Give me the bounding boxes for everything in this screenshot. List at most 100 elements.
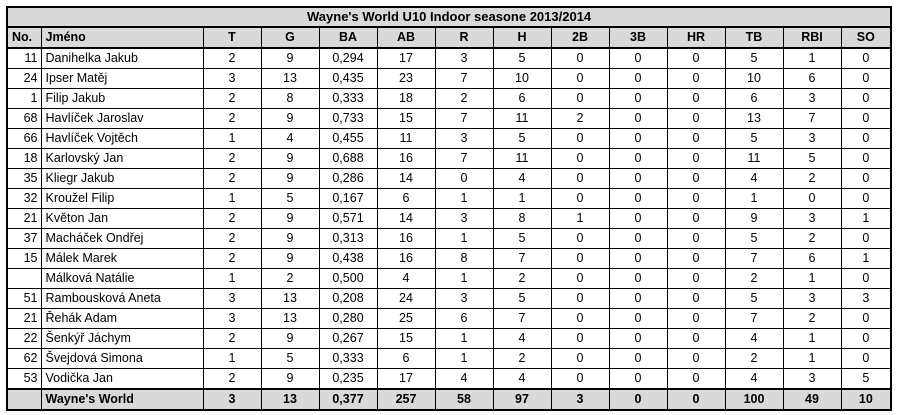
player-number [6, 268, 42, 289]
table-row: 66 Havlíček Vojtěch 1 4 0,455 11 3 5 0 0 0 5 3 0 [6, 128, 892, 149]
stat-cell: 15 [376, 328, 436, 349]
player-number: 11 [6, 47, 42, 69]
player-name: Karlovský Jan [40, 148, 204, 169]
player-name: Kroužel Filip [40, 188, 204, 209]
stat-cell: 0 [666, 128, 726, 149]
player-name: Kliegr Jakub [40, 168, 204, 189]
stat-cell: 0 [608, 368, 668, 390]
stat-cell: 0 [666, 388, 726, 411]
table-row: 22 Šenkýř Jáchym 2 9 0,267 15 1 4 0 0 0 4 1 0 [6, 328, 892, 349]
stat-cell: 0,571 [318, 208, 378, 229]
stat-cell: 0 [550, 88, 610, 109]
player-number: 21 [6, 208, 42, 229]
stat-cell: 97 [492, 388, 552, 411]
stat-cell: 9 [260, 168, 320, 189]
stat-cell: 0 [840, 228, 892, 249]
stat-cell: 0 [608, 168, 668, 189]
stat-cell: 0 [666, 368, 726, 390]
stat-cell: 0 [840, 328, 892, 349]
stat-cell: 1 [434, 268, 494, 289]
column-header: HR [666, 26, 726, 49]
stat-cell: 5 [260, 188, 320, 209]
stat-cell: 9 [260, 228, 320, 249]
stat-cell: 6 [724, 88, 784, 109]
stat-cell: 0 [550, 188, 610, 209]
column-header: SO [840, 26, 892, 49]
stat-cell: 0 [666, 328, 726, 349]
stat-cell: 0 [840, 47, 892, 69]
header-row: No. Jméno T G BA AB R H 2B 3B HR TB RBI SO [6, 26, 892, 49]
stat-cell: 0 [608, 188, 668, 209]
stats-sheet: Wayne's World U10 Indoor seasone 2013/20… [5, 6, 893, 411]
stat-cell: 5 [782, 148, 842, 169]
stat-cell: 10 [840, 388, 892, 411]
player-number: 1 [6, 88, 42, 109]
stat-cell: 0 [608, 148, 668, 169]
stat-cell: 0 [550, 47, 610, 69]
column-header: R [434, 26, 494, 49]
stat-cell: 7 [434, 108, 494, 129]
stat-cell: 3 [202, 288, 262, 309]
stat-cell: 0 [840, 348, 892, 369]
player-name: Šenkýř Jáchym [40, 328, 204, 349]
stat-cell: 3 [202, 308, 262, 329]
stat-cell: 257 [376, 388, 436, 411]
stat-cell: 1 [782, 348, 842, 369]
stat-cell: 6 [376, 348, 436, 369]
team-name: Wayne's World [40, 388, 204, 411]
player-number: 37 [6, 228, 42, 249]
column-header: 2B [550, 26, 610, 49]
stat-cell: 0 [608, 308, 668, 329]
stat-cell: 0 [608, 248, 668, 269]
stat-cell: 15 [376, 108, 436, 129]
table-row: 32 Kroužel Filip 1 5 0,167 6 1 1 0 0 0 1 0 0 [6, 188, 892, 209]
player-number: 18 [6, 148, 42, 169]
table-row: 37 Macháček Ondřej 2 9 0,313 16 1 5 0 0 0 5 2 0 [6, 228, 892, 249]
stat-cell: 5 [492, 128, 552, 149]
stat-cell: 16 [376, 148, 436, 169]
stat-cell: 8 [260, 88, 320, 109]
table-row: 1 Filip Jakub 2 8 0,333 18 2 6 0 0 0 6 3 0 [6, 88, 892, 109]
stat-cell: 5 [492, 288, 552, 309]
stat-cell: 0 [666, 188, 726, 209]
stat-cell: 4 [492, 168, 552, 189]
stat-cell: 0,688 [318, 148, 378, 169]
table-row: 53 Vodička Jan 2 9 0,235 17 4 4 0 0 0 4 3 5 [6, 368, 892, 390]
stat-cell: 10 [724, 68, 784, 89]
stat-cell: 3 [202, 68, 262, 89]
stat-cell: 0 [666, 68, 726, 89]
stat-cell: 1 [434, 228, 494, 249]
stat-cell: 11 [492, 108, 552, 129]
stat-cell: 4 [492, 328, 552, 349]
stat-cell: 2 [202, 47, 262, 69]
column-header: G [260, 26, 320, 49]
stat-cell: 0,733 [318, 108, 378, 129]
stat-cell: 0 [550, 148, 610, 169]
stat-cell: 3 [840, 288, 892, 309]
stat-cell: 1 [782, 47, 842, 69]
player-name: Vodička Jan [40, 368, 204, 390]
column-header: H [492, 26, 552, 49]
stat-cell: 6 [376, 188, 436, 209]
stat-cell: 9 [260, 208, 320, 229]
stat-cell: 0 [666, 168, 726, 189]
stat-cell: 0 [550, 248, 610, 269]
stat-cell: 0 [608, 268, 668, 289]
stat-cell: 0 [608, 208, 668, 229]
stat-cell: 3 [782, 208, 842, 229]
stat-cell: 0 [550, 368, 610, 390]
player-number: 24 [6, 68, 42, 89]
stat-cell: 0 [666, 108, 726, 129]
stat-cell: 16 [376, 248, 436, 269]
stat-cell: 0 [550, 128, 610, 149]
player-number: 51 [6, 288, 42, 309]
column-header: Jméno [40, 26, 204, 49]
stat-cell: 1 [840, 248, 892, 269]
stat-cell: 0 [608, 88, 668, 109]
stat-cell: 7 [724, 308, 784, 329]
stat-cell: 1 [434, 348, 494, 369]
stat-cell: 1 [724, 188, 784, 209]
stat-cell: 8 [434, 248, 494, 269]
stat-cell: 0,267 [318, 328, 378, 349]
stat-cell: 0 [550, 328, 610, 349]
